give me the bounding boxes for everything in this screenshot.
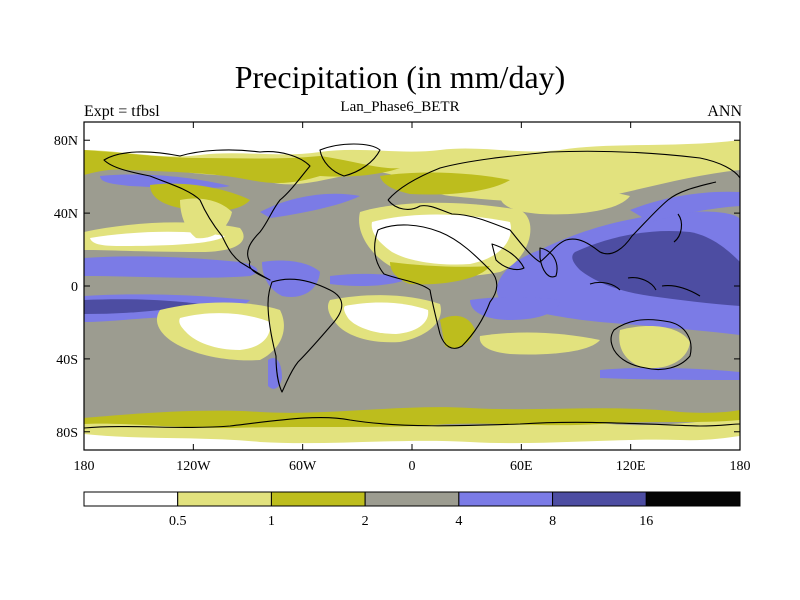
- central-asia-dry: [500, 188, 630, 215]
- kuroshio-wet: [630, 191, 740, 222]
- colorbar-label: 2: [362, 514, 369, 529]
- arctic-moist: [84, 150, 400, 183]
- lat-tick-label: 40S: [56, 353, 78, 368]
- colorbar-swatch: [645, 491, 741, 507]
- lon-tick-label: 60E: [510, 459, 533, 474]
- lon-tick-label: 120E: [616, 459, 646, 474]
- southern-africa-moist: [440, 315, 475, 349]
- spcz-dark: [84, 299, 200, 314]
- indian-ocean-wet: [470, 297, 560, 320]
- coast-japan: [673, 213, 683, 243]
- coast-india: [539, 247, 558, 278]
- colorbar-label: 0.5: [169, 514, 187, 529]
- coast-greenland: [319, 143, 381, 177]
- colorbar-label: 4: [455, 514, 462, 529]
- colorbar-swatch: [458, 491, 554, 507]
- lon-tick-label: 180: [74, 459, 95, 474]
- sahara-dry: [371, 214, 511, 265]
- colorbar-swatch: [364, 491, 460, 507]
- colorbar-label: 16: [639, 514, 653, 529]
- experiment-label: Expt = tfbsl: [84, 103, 160, 120]
- lon-tick-label: 60W: [289, 459, 317, 474]
- lat-tick-label: 80N: [54, 134, 78, 149]
- colorbar-swatch: [270, 491, 366, 507]
- coast-north-america: [103, 149, 311, 281]
- colorbar-swatch: [552, 491, 647, 507]
- colorbar-swatch: [83, 491, 179, 507]
- coast-eurasia: [387, 150, 740, 263]
- colorbar-swatch: [177, 491, 272, 507]
- itcz-pacific: [84, 256, 258, 278]
- coast-africa: [374, 224, 498, 349]
- arctic-dry: [84, 122, 740, 157]
- colorbar-label: 8: [549, 514, 556, 529]
- indian-ocean-dry: [479, 332, 600, 355]
- colorbar-label: 1: [268, 514, 275, 529]
- lat-tick-label: 40N: [54, 207, 78, 222]
- north-america-moist: [150, 183, 250, 212]
- map-field: [84, 122, 740, 450]
- lat-tick-label: 0: [71, 280, 78, 295]
- lon-tick-label: 180: [730, 459, 751, 474]
- lat-tick-label: 80S: [56, 426, 78, 441]
- north-atlantic-storm: [260, 193, 360, 218]
- southern-midlat-wet: [600, 367, 740, 380]
- season-label: ANN: [707, 103, 742, 120]
- coast-australia: [610, 319, 692, 371]
- north-pacific-dry-core: [90, 231, 225, 246]
- warm-pool-core: [572, 230, 740, 306]
- plot-title: Precipitation (in mm/day): [234, 59, 566, 95]
- latitude-axis: 80N 40N 0 40S 80S: [54, 134, 740, 441]
- colorbar: 0.5 1 2 4 8 16: [83, 491, 741, 529]
- coastlines: [84, 143, 740, 429]
- coast-south-america: [267, 278, 343, 393]
- coast-indonesia: [589, 277, 701, 297]
- coast-arabia: [491, 243, 525, 271]
- australia-dry: [619, 326, 690, 369]
- lon-tick-label: 120W: [176, 459, 211, 474]
- plot-subtitle: Lan_Phase6_BETR: [340, 99, 460, 115]
- antarctic-dry: [84, 434, 740, 450]
- lon-tick-label: 0: [409, 459, 416, 474]
- coast-antarctica: [84, 417, 740, 429]
- sahel-moist: [390, 262, 490, 285]
- europe-moist: [380, 172, 510, 195]
- north-america-dry: [180, 198, 232, 239]
- south-atlantic-dry-core: [344, 302, 429, 334]
- longitude-axis: 180 120W 60W 0 60E 120E 180: [74, 122, 751, 474]
- eastern-pacific-dry-core: [179, 313, 271, 350]
- atlantic-itcz: [330, 273, 410, 286]
